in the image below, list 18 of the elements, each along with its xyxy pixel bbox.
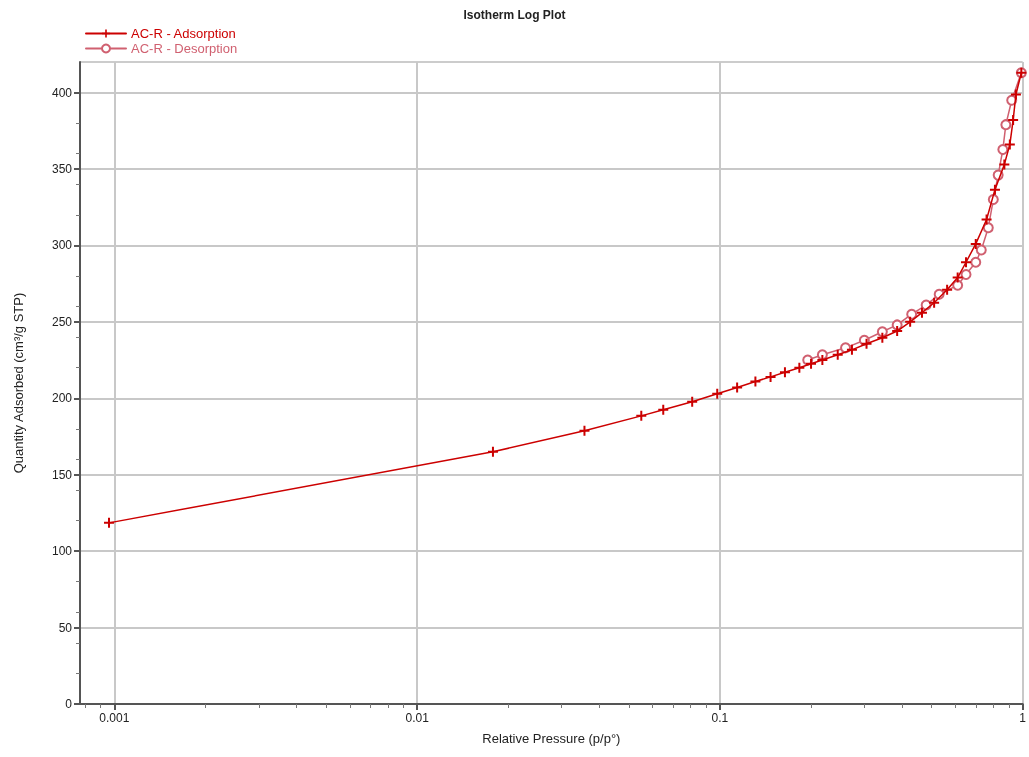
x-tick-label: 0.1 xyxy=(711,711,729,725)
x-axis-title: Relative Pressure (p/p°) xyxy=(482,731,621,746)
y-tick-label: 0 xyxy=(65,697,73,711)
y-tick-label: 150 xyxy=(51,467,73,482)
chart-title: Isotherm Log Plot xyxy=(463,8,566,22)
x-tick-label: 0.001 xyxy=(99,711,130,725)
y-tick-label: 400 xyxy=(51,85,73,100)
x-tick-label: 0.01 xyxy=(405,711,430,725)
y-tick-label: 300 xyxy=(51,238,73,253)
x-tick-label: 1 xyxy=(1019,711,1027,725)
legend-label: AC-R - Adsorption xyxy=(131,26,236,41)
y-tick-label: 200 xyxy=(51,391,73,406)
y-tick-label: 350 xyxy=(51,162,73,176)
y-tick-label: 50 xyxy=(58,620,73,635)
legend-label: AC-R - Desorption xyxy=(131,41,238,56)
y-axis-title: Quantity Adsorbed (cm³/g STP) xyxy=(11,292,26,474)
y-tick-label: 100 xyxy=(51,544,73,559)
y-tick-label: 250 xyxy=(51,314,73,329)
